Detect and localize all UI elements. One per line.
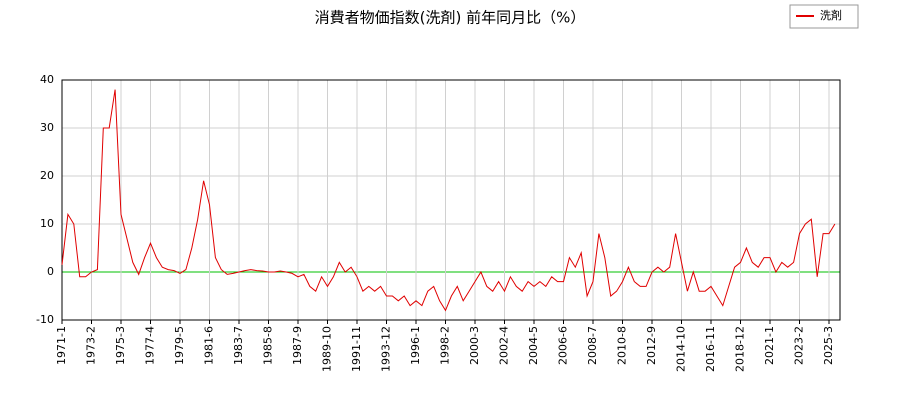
x-tick-label: 2008-7	[586, 326, 599, 365]
x-tick-label: 1971-1	[55, 326, 68, 365]
x-tick-label: 2021-1	[763, 326, 776, 365]
x-tick-label: 2023-2	[793, 326, 806, 365]
x-tick-label: 2016-11	[704, 326, 717, 372]
x-tick-label: 2004-5	[527, 326, 540, 365]
x-tick-label: 2000-3	[468, 326, 481, 365]
x-tick-label: 2006-6	[557, 326, 570, 365]
x-tick-label: 1993-12	[380, 326, 393, 372]
legend-box	[789, 4, 859, 29]
x-tick-label: 1977-4	[144, 326, 157, 365]
x-tick-label: 1981-6	[203, 326, 216, 365]
y-tick-label: 30	[40, 121, 54, 134]
plot-frame	[61, 79, 841, 321]
y-tick-label: 20	[40, 169, 54, 182]
x-tick-label: 1985-8	[262, 326, 275, 365]
x-tick-label: 1996-1	[409, 326, 422, 365]
x-tick-label: 2012-9	[645, 326, 658, 365]
x-tick-label: 2002-4	[498, 326, 511, 365]
legend-label: 洗剤	[820, 8, 842, 22]
chart-title: 消費者物価指数(洗剤) 前年同月比（%）	[315, 9, 586, 27]
x-tick-label: 1983-7	[232, 326, 245, 365]
y-tick-label: -10	[36, 313, 54, 326]
x-tick-label: 1991-11	[350, 326, 363, 372]
x-tick-label: 1998-2	[439, 326, 452, 365]
x-tick-label: 1987-9	[291, 326, 304, 365]
x-tick-label: 1979-5	[173, 326, 186, 365]
y-tick-label: 40	[40, 73, 54, 86]
y-tick-label: 0	[47, 265, 54, 278]
x-tick-label: 2025-3	[822, 326, 835, 365]
y-tick-label: 10	[40, 217, 54, 230]
x-tick-label: 1989-10	[321, 326, 334, 372]
x-tick-label: 1975-3	[114, 326, 127, 365]
x-tick-label: 2018-12	[734, 326, 747, 372]
x-tick-label: 1973-2	[85, 326, 98, 365]
series-line	[61, 89, 836, 312]
x-tick-label: 2014-10	[675, 326, 688, 372]
x-tick-label: 2010-8	[616, 326, 629, 365]
